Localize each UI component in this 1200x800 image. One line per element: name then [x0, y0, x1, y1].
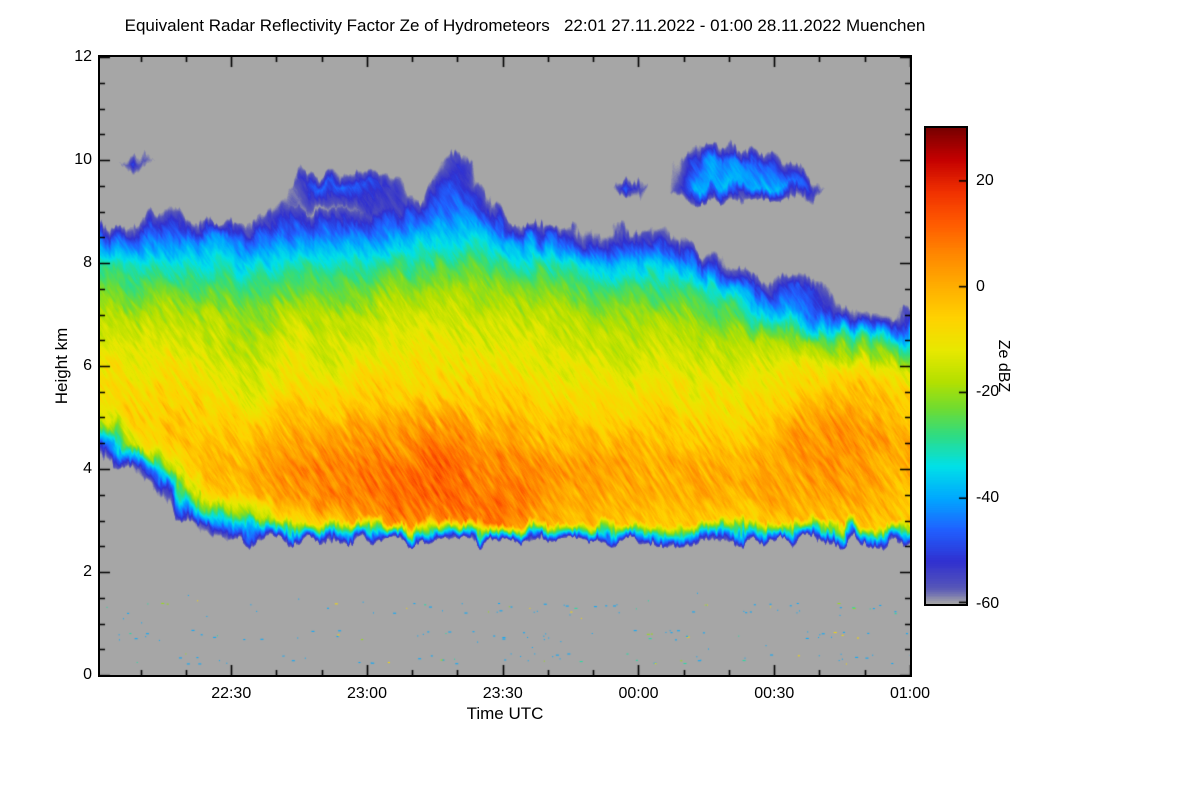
x-tick-label: 23:00 — [346, 685, 387, 702]
x-tick-label: 00:30 — [754, 685, 795, 702]
colorbar-tick-label: -60 — [976, 595, 1000, 612]
x-tick-label: 01:00 — [889, 685, 931, 702]
x-axis-label: Time UTC — [466, 704, 544, 723]
colorbar-tick-label: 0 — [976, 277, 985, 295]
y-tick-label: 8 — [83, 254, 92, 271]
x-tick-label: 00:00 — [618, 685, 659, 702]
colorbar-gradient-canvas — [926, 128, 966, 604]
plot-area — [98, 55, 912, 677]
y-tick-label: 10 — [74, 151, 92, 168]
colorbar-tick-label: -20 — [976, 383, 1000, 401]
colorbar-tick-label: 20 — [976, 171, 994, 189]
x-tick-label: 23:30 — [482, 685, 523, 702]
colorbar — [924, 126, 968, 606]
y-tick-label: 2 — [83, 563, 92, 580]
y-tick-label: 0 — [83, 666, 92, 683]
colorbar-tick-label: -40 — [976, 489, 1000, 507]
y-tick-label: 4 — [83, 460, 92, 477]
heatmap-canvas — [100, 57, 910, 675]
figure-title: Equivalent Radar Reflectivity Factor Ze … — [124, 16, 926, 35]
x-tick-label: 22:30 — [211, 685, 252, 702]
y-tick-label: 6 — [83, 357, 92, 374]
y-tick-label: 12 — [74, 48, 92, 65]
